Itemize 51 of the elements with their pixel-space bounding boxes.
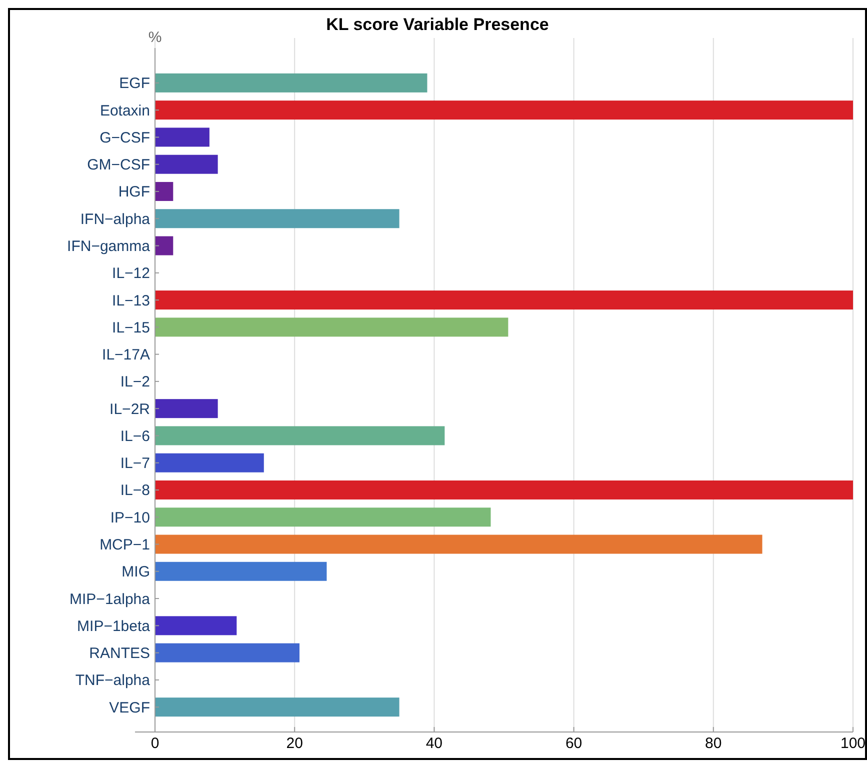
y-tick-label: HGF [118, 184, 150, 201]
y-tick-label: VEGF [109, 699, 150, 716]
bar [155, 100, 853, 120]
bar [155, 154, 218, 174]
y-tick-label: IL−2R [110, 400, 150, 418]
bar [155, 698, 400, 717]
y-tick-label: IL−13 [112, 292, 150, 310]
y-tick-label: G−CSF [100, 129, 150, 146]
bar [155, 290, 853, 310]
bar [155, 426, 445, 446]
y-tick-label: EGF [119, 75, 150, 92]
x-tick-label: 20 [286, 735, 303, 752]
y-tick-label: IFN−gamma [67, 238, 151, 255]
y-tick-label: IL−2 [120, 374, 150, 391]
bar [155, 73, 428, 92]
y-tick-label: Eotaxin [100, 102, 150, 120]
x-tick-label: 100 [840, 735, 866, 752]
y-tick-label: IFN−alpha [80, 210, 151, 228]
y-tick-label: MIP−1alpha [70, 590, 151, 608]
y-tick-label: TNF−alpha [75, 672, 151, 690]
bar [155, 480, 853, 500]
bar [155, 182, 174, 201]
x-tick-label: 40 [426, 735, 443, 752]
y-tick-label: IL−17A [102, 346, 150, 364]
y-tick-label: IL−15 [112, 319, 150, 336]
x-axis-title: % [148, 29, 162, 46]
bar [155, 399, 218, 418]
y-tick-label: RANTES [89, 645, 150, 662]
x-tick-label: 60 [565, 735, 582, 752]
x-tick-label: 0 [150, 735, 160, 752]
bar [155, 616, 237, 636]
y-tick-label: GM−CSF [87, 156, 150, 174]
bar [155, 209, 400, 228]
y-tick-label: IL−7 [120, 455, 150, 472]
x-tick-label: 80 [705, 735, 722, 752]
bar [155, 128, 210, 147]
bar [155, 318, 508, 337]
y-tick-label: IP−10 [110, 509, 150, 526]
bar [155, 508, 491, 527]
bar [155, 562, 327, 581]
y-tick-label: IL−8 [120, 482, 150, 500]
bar [155, 643, 300, 662]
bar [155, 534, 762, 554]
y-tick-label: MIP−1beta [77, 618, 151, 635]
y-tick-label: MIG [122, 564, 150, 581]
y-tick-label: IL−6 [120, 428, 150, 445]
bar [155, 453, 264, 472]
chart-title: KL score Variable Presence [326, 15, 549, 34]
bar [155, 236, 174, 256]
y-tick-label: MCP−1 [100, 536, 150, 554]
y-tick-label: IL−12 [112, 265, 150, 282]
